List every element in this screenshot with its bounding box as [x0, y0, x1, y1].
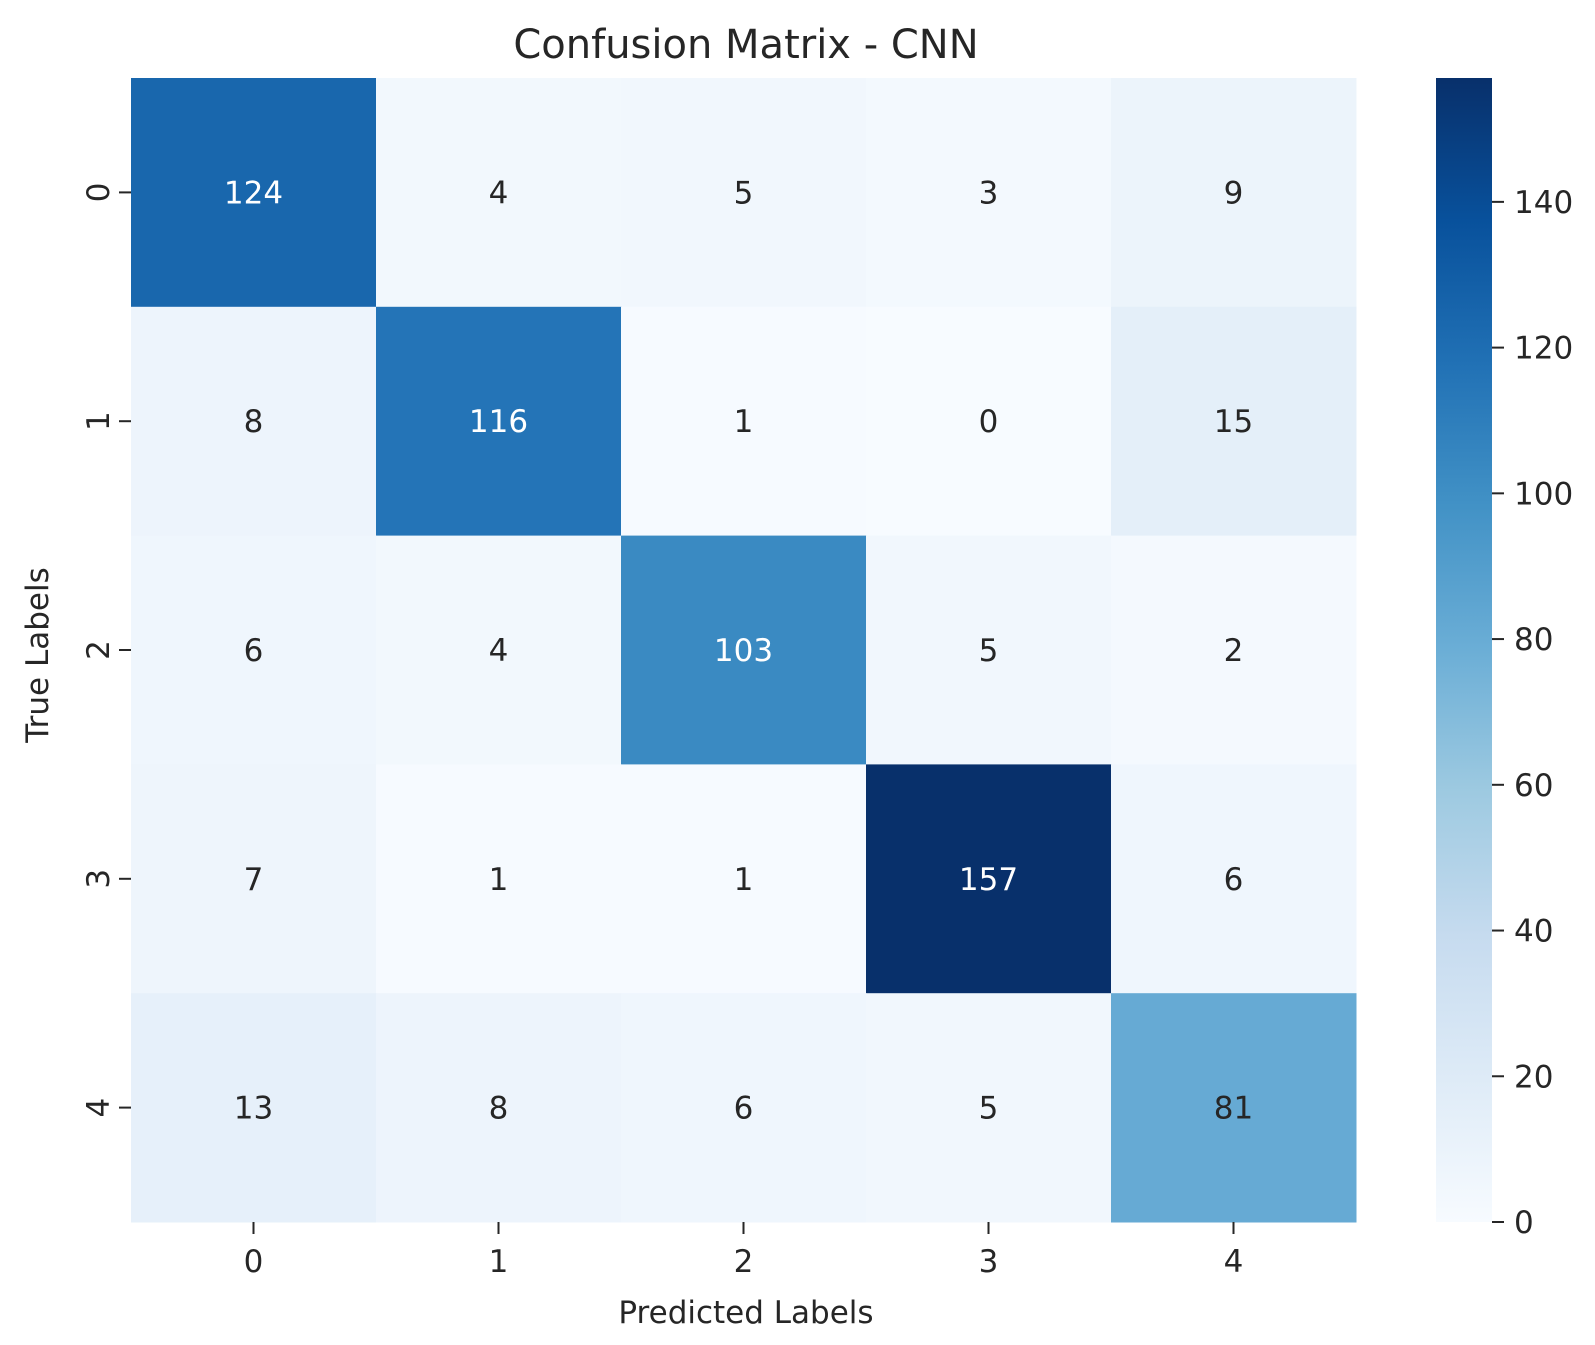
heatmap-cell — [131, 764, 377, 994]
x-axis-label: Predicted Labels — [618, 1295, 873, 1331]
colorbar-tick-label: 0 — [1514, 1205, 1534, 1241]
cell-value-label: 0 — [979, 404, 999, 440]
cell-value-label: 6 — [1224, 862, 1244, 898]
x-tick-label: 1 — [489, 1244, 509, 1280]
colorbar-ticks: 0 20 40 60 80 100 120 140 — [1492, 185, 1573, 1241]
cell-value-label: 4 — [489, 633, 509, 669]
heatmap-cell-labels: 124 4 5 3 9 8 116 1 0 15 6 4 103 5 2 7 1 1 157 6 13 8 6 5 81 — [224, 175, 1253, 1126]
y-tick-label: 3 — [81, 869, 117, 889]
colorbar-tick-label: 20 — [1514, 1059, 1553, 1095]
heatmap-cell — [1111, 306, 1357, 537]
heatmap-cell — [621, 306, 867, 537]
heatmap-cell — [376, 535, 622, 765]
y-tick-label: 2 — [81, 640, 117, 660]
x-axis-ticks: 0 1 2 3 4 — [244, 1222, 1244, 1280]
chart-title: Confusion Matrix - CNN — [513, 22, 978, 68]
colorbar-tick-label: 60 — [1514, 768, 1553, 804]
y-tick-label: 4 — [81, 1098, 117, 1118]
heatmap-cell — [131, 78, 377, 308]
heatmap-cell — [866, 306, 1112, 537]
heatmap-cell — [376, 993, 622, 1223]
heatmap-cell — [376, 764, 622, 994]
colorbar-tick-label: 40 — [1514, 914, 1553, 950]
heatmap-cell — [131, 306, 377, 537]
heatmap-cell — [131, 993, 377, 1223]
heatmap-cell — [1111, 535, 1357, 765]
x-tick-label: 4 — [1224, 1244, 1244, 1280]
cell-value-label: 7 — [244, 862, 264, 898]
cell-value-label: 2 — [1224, 633, 1244, 669]
heatmap-cell — [1111, 993, 1357, 1223]
heatmap-cell — [1111, 78, 1357, 308]
heatmap-cell — [621, 764, 867, 994]
heatmap-cells — [131, 78, 1357, 1223]
heatmap-cell — [376, 306, 622, 537]
heatmap-cell — [621, 993, 867, 1223]
cell-value-label: 5 — [979, 633, 999, 669]
x-tick-label: 0 — [244, 1244, 264, 1280]
heatmap-cell — [376, 78, 622, 308]
y-tick-label: 0 — [81, 183, 117, 203]
colorbar-tick-label: 140 — [1514, 185, 1573, 221]
x-tick-label: 3 — [979, 1244, 999, 1280]
cell-value-label: 3 — [979, 175, 999, 211]
heatmap-cell — [131, 535, 377, 765]
cell-value-label: 4 — [489, 175, 509, 211]
cell-value-label: 124 — [224, 175, 283, 211]
heatmap-cell — [866, 78, 1112, 308]
cell-value-label: 13 — [234, 1091, 273, 1127]
heatmap-cell — [621, 535, 867, 765]
cell-value-label: 1 — [489, 862, 509, 898]
y-axis-label: True Labels — [20, 567, 56, 743]
y-tick-label: 1 — [81, 411, 117, 431]
cell-value-label: 9 — [1224, 175, 1244, 211]
cell-value-label: 1 — [734, 404, 754, 440]
cell-value-label: 8 — [244, 404, 264, 440]
cell-value-label: 116 — [469, 404, 528, 440]
cell-value-label: 157 — [959, 862, 1018, 898]
colorbar — [1436, 78, 1492, 1222]
y-axis-ticks: 0 1 2 3 4 — [81, 183, 131, 1118]
x-tick-label: 2 — [734, 1244, 754, 1280]
colorbar-tick-label: 80 — [1514, 622, 1553, 658]
cell-value-label: 5 — [734, 175, 754, 211]
cell-value-label: 5 — [979, 1091, 999, 1127]
cell-value-label: 6 — [244, 633, 264, 669]
heatmap-cell — [1111, 764, 1357, 994]
cell-value-label: 6 — [734, 1091, 754, 1127]
colorbar-tick-label: 100 — [1514, 476, 1573, 512]
cell-value-label: 1 — [734, 862, 754, 898]
colorbar-tick-label: 120 — [1514, 331, 1573, 367]
cell-value-label: 103 — [714, 633, 773, 669]
heatmap-cell — [866, 993, 1112, 1223]
cell-value-label: 15 — [1214, 404, 1253, 440]
cell-value-label: 81 — [1214, 1091, 1253, 1127]
heatmap-cell — [866, 535, 1112, 765]
heatmap-cell — [621, 78, 867, 308]
heatmap-cell — [866, 764, 1112, 994]
cell-value-label: 8 — [489, 1091, 509, 1127]
